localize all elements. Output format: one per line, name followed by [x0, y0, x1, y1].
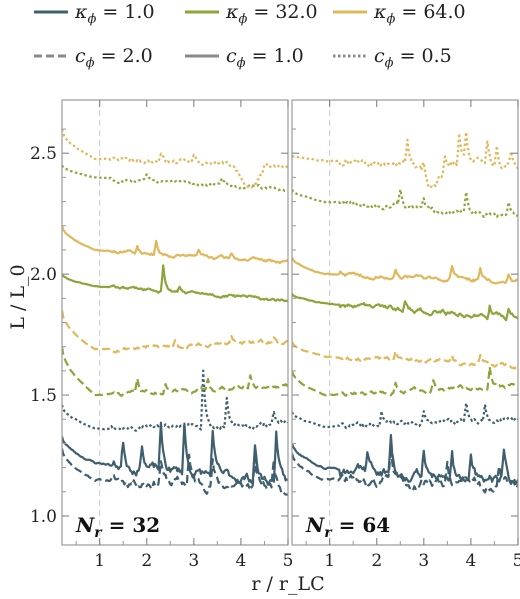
series-line [292, 131, 518, 190]
legend-label: cϕ = 1.0 [226, 45, 304, 71]
x-tick-label: 3 [418, 551, 429, 571]
y-axis-label: L / L_0 [7, 264, 29, 329]
legend: κϕ = 1.0 κϕ = 32.0 κϕ = 64.0 cϕ = 2.0 cϕ = 1… [34, 1, 466, 71]
x-tick-label: 5 [513, 551, 520, 571]
x-tick-label: 2 [141, 551, 152, 571]
panel-label: Nr = 64 [305, 513, 390, 541]
legend-item: cϕ = 0.5 [333, 45, 452, 71]
legend-label: cϕ = 2.0 [75, 45, 153, 71]
x-tick-label: 3 [188, 551, 199, 571]
x-tick-label: 1 [324, 551, 335, 571]
series-line [292, 433, 518, 486]
series-line [292, 365, 518, 397]
series-line [292, 188, 518, 218]
x-axis-label: r / r_LC [251, 573, 324, 595]
panel: 1 2 3 4 5 Nr = 64 [291, 99, 520, 571]
x-tick-label: 4 [236, 551, 247, 571]
series-line [292, 341, 518, 370]
y-tick-label: 1.5 [30, 386, 57, 406]
x-tick-label: 5 [283, 551, 294, 571]
series-line [62, 164, 288, 192]
legend-item: κϕ = 32.0 [185, 1, 318, 27]
series-line [292, 451, 518, 494]
series-line [62, 128, 288, 189]
legend-item: κϕ = 1.0 [34, 1, 155, 27]
series-line [62, 421, 288, 486]
legend-label: κϕ = 64.0 [373, 1, 466, 27]
series-line [62, 346, 288, 397]
series-line [62, 369, 288, 432]
y-tick-label: 2.5 [30, 144, 57, 164]
series-line [62, 448, 288, 496]
legend-label: κϕ = 1.0 [74, 1, 155, 27]
panel: 1 2 3 4 5 1.0 1.5 2.0 2.5 Nr = 32 [30, 99, 294, 571]
series-line [62, 264, 288, 303]
y-tick-label: 2.0 [30, 265, 57, 285]
series-line [62, 225, 288, 265]
legend-label: κϕ = 32.0 [225, 1, 318, 27]
plot-panels: 1 2 3 4 5 1.0 1.5 2.0 2.5 Nr = 32 1 2 3 4 5 Nr = 64 [30, 99, 520, 571]
legend-label: cϕ = 0.5 [374, 45, 452, 71]
series-line [292, 256, 518, 285]
panel-label: Nr = 32 [75, 513, 160, 541]
series-line [292, 402, 518, 429]
x-tick-label: 4 [466, 551, 477, 571]
x-tick-label: 2 [371, 551, 382, 571]
x-tick-label: 1 [94, 551, 105, 571]
series-line [292, 293, 518, 322]
legend-item: cϕ = 2.0 [34, 45, 153, 71]
y-tick-label: 1.0 [30, 507, 57, 527]
legend-item: κϕ = 64.0 [333, 1, 466, 27]
legend-item: cϕ = 1.0 [185, 45, 304, 71]
series-line [62, 310, 288, 354]
